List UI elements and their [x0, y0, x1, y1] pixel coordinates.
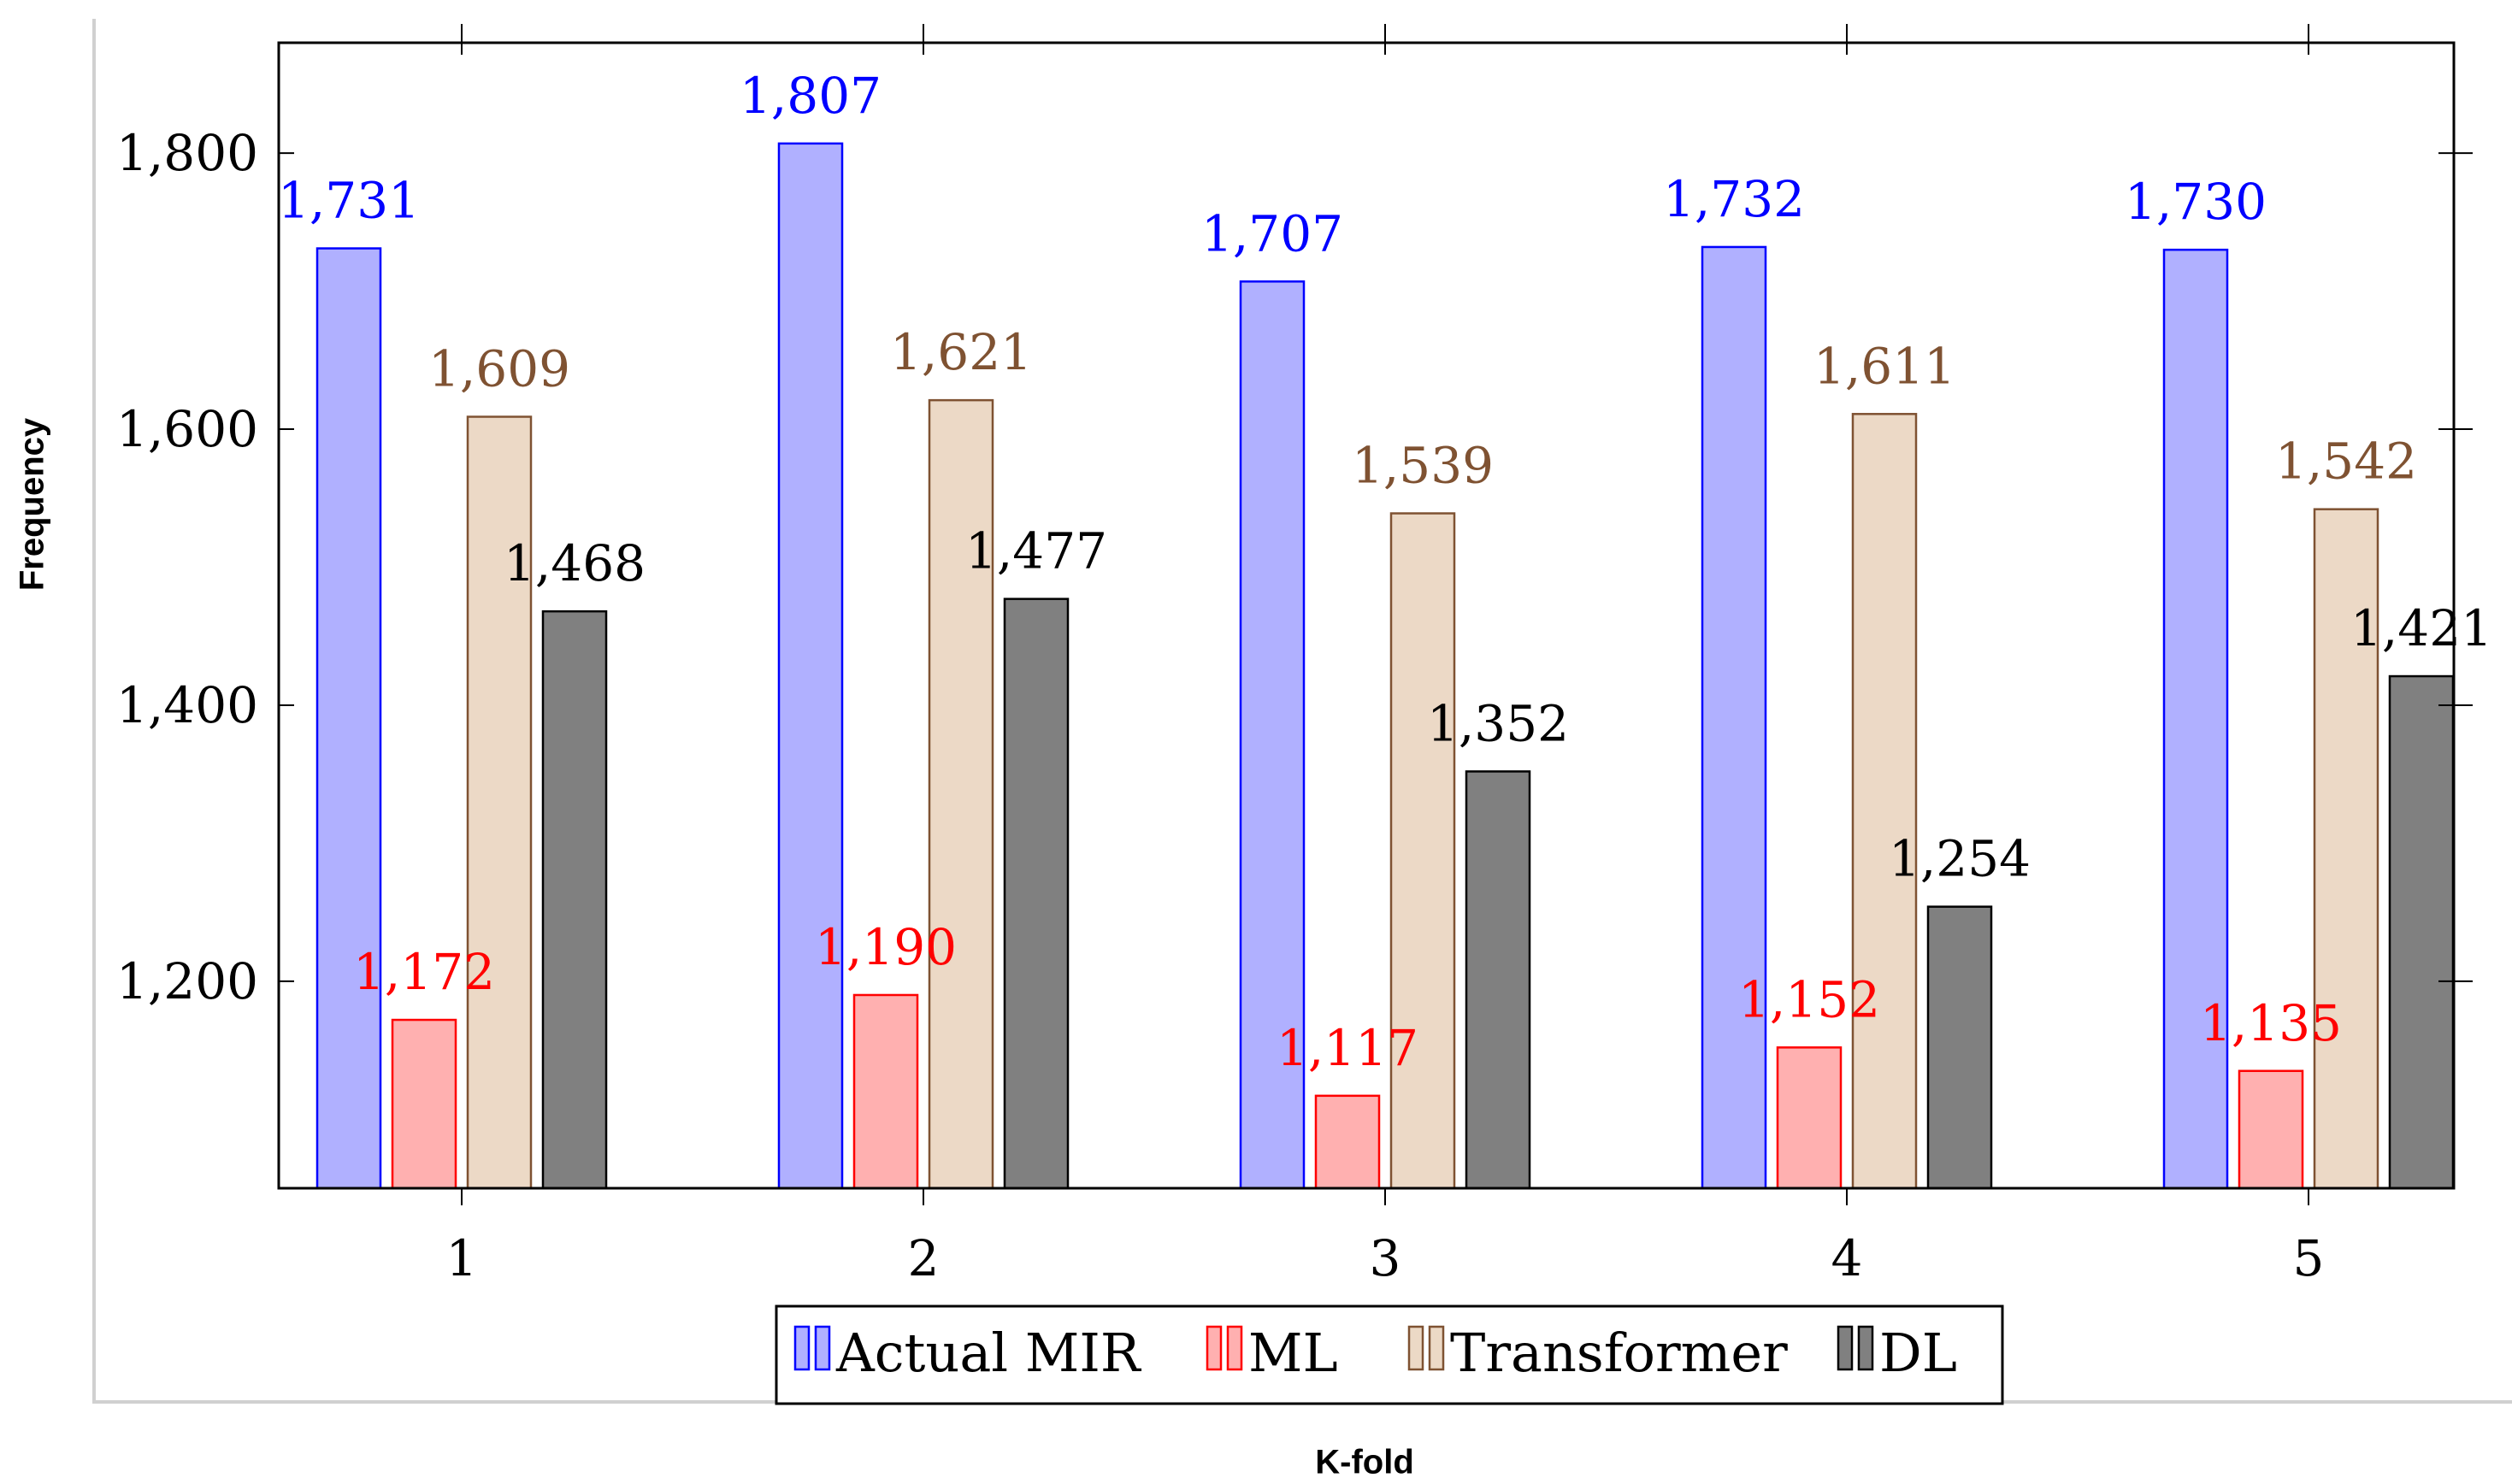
data-label-dl-4: 1,254: [1889, 830, 2031, 888]
bar-ml-1: [391, 1018, 457, 1190]
data-label-dl-3: 1,352: [1427, 694, 1569, 752]
bar-transformer-2: [928, 398, 994, 1190]
bar-actual-mir-2: [777, 142, 844, 1190]
legend-swatch-transformer-a: [1407, 1325, 1424, 1371]
x-axis-title: K-fold: [1315, 1443, 1414, 1481]
y-tick-label-1800: 1,800: [116, 124, 258, 182]
data-label-actual-mir-1: 1,731: [278, 172, 420, 230]
bar-actual-mir-5: [2162, 248, 2229, 1190]
legend-swatch-actual-mir-a: [793, 1325, 811, 1371]
data-label-transformer-2: 1,621: [890, 323, 1032, 381]
legend-swatch-ml-b: [1226, 1325, 1243, 1371]
data-label-transformer-3: 1,539: [1352, 437, 1494, 495]
data-label-transformer-1: 1,609: [428, 340, 570, 398]
bar-actual-mir-3: [1239, 280, 1306, 1190]
plot-area-frame: [277, 41, 2456, 1190]
legend-label-ml: ML: [1248, 1322, 1338, 1384]
y-axis-title: Frequency: [13, 417, 51, 592]
data-label-actual-mir-2: 1,807: [740, 67, 882, 125]
data-label-ml-3: 1,117: [1277, 1019, 1418, 1077]
bar-transformer-3: [1389, 512, 1456, 1190]
data-label-dl-1: 1,468: [504, 534, 646, 592]
data-label-dl-2: 1,477: [965, 522, 1107, 580]
bar-ml-2: [852, 993, 919, 1190]
x-tick-label-3: 3: [1370, 1229, 1401, 1287]
x-tick-label-2: 2: [908, 1229, 940, 1287]
legend-swatch-actual-mir-b: [814, 1325, 831, 1371]
data-label-actual-mir-5: 1,730: [2125, 173, 2267, 231]
bar-ml-4: [1776, 1046, 1843, 1190]
legend-label-dl: DL: [1879, 1322, 1957, 1384]
legend-label-actual-mir: Actual MIR: [835, 1322, 1142, 1384]
legend-swatch-dl-b: [1857, 1325, 1874, 1371]
x-tick-label-4: 4: [1831, 1229, 1863, 1287]
data-label-actual-mir-3: 1,707: [1201, 204, 1343, 262]
x-tick-label-5: 5: [2293, 1229, 2325, 1287]
y-tick-label-1600: 1,600: [116, 400, 258, 458]
bar-actual-mir-1: [315, 247, 382, 1190]
bar-dl-1: [541, 610, 608, 1190]
data-label-actual-mir-4: 1,732: [1663, 170, 1805, 228]
bar-dl-2: [1003, 598, 1070, 1190]
legend-swatch-dl-a: [1837, 1325, 1854, 1371]
data-label-ml-1: 1,172: [353, 943, 495, 1001]
bar-dl-5: [2388, 674, 2455, 1190]
data-label-ml-5: 1,135: [2200, 994, 2342, 1052]
data-label-transformer-4: 1,611: [1813, 337, 1955, 395]
bar-ml-5: [2238, 1069, 2304, 1190]
data-label-ml-2: 1,190: [815, 918, 957, 976]
legend-swatch-ml-a: [1206, 1325, 1223, 1371]
data-label-ml-4: 1,152: [1738, 970, 1880, 1028]
y-tick-label-1200: 1,200: [116, 952, 258, 1010]
legend-swatch-transformer-b: [1428, 1325, 1445, 1371]
outer-frame-left: [92, 19, 96, 1404]
data-label-transformer-5: 1,542: [2275, 433, 2417, 491]
data-label-dl-5: 1,421: [2350, 599, 2492, 657]
x-tick-label-1: 1: [446, 1229, 478, 1287]
bar-transformer-1: [466, 415, 533, 1190]
bar-dl-4: [1926, 905, 1993, 1190]
legend-box: [775, 1304, 2004, 1405]
bar-dl-3: [1465, 770, 1531, 1190]
bar-actual-mir-4: [1701, 245, 1767, 1190]
bar-transformer-4: [1851, 413, 1918, 1190]
legend-label-transformer: Transformer: [1450, 1322, 1788, 1384]
bar-ml-3: [1314, 1094, 1381, 1190]
y-tick-label-1400: 1,400: [116, 676, 258, 734]
